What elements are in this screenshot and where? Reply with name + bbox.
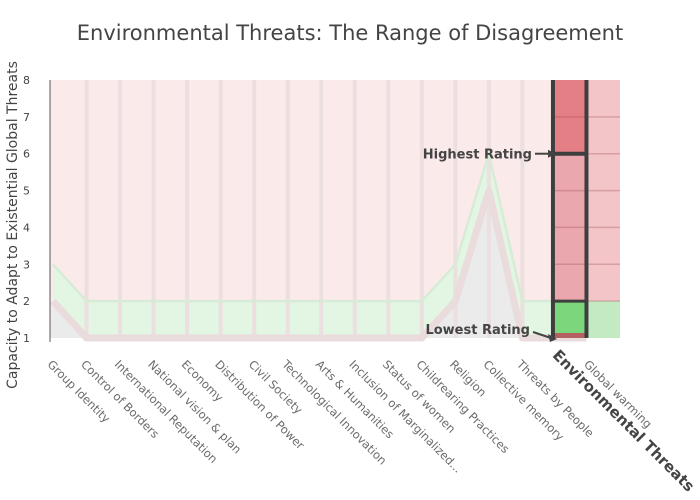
y-tick-label: 5 bbox=[23, 185, 30, 198]
y-axis-label: Capacity to Adapt to Existential Global … bbox=[5, 61, 21, 389]
lowest-rating-arrow bbox=[532, 331, 552, 339]
y-tick-label: 3 bbox=[23, 258, 30, 271]
y-axis: 1 2 3 4 5 6 7 8 bbox=[23, 74, 30, 345]
global-warming-mid bbox=[586, 301, 620, 338]
global-warming-upper bbox=[586, 80, 620, 302]
low-range-band bbox=[50, 190, 620, 338]
highlight-segment-top bbox=[552, 80, 587, 154]
highlight-segment-low bbox=[552, 333, 587, 338]
series-line-mid bbox=[52, 148, 587, 303]
y-tick-label: 7 bbox=[23, 111, 30, 124]
y-tick-label: 6 bbox=[23, 148, 30, 161]
lowest-rating-label: Lowest Rating bbox=[425, 323, 530, 338]
chart-title: Environmental Threats: The Range of Disa… bbox=[77, 21, 623, 45]
annotations: Highest Rating Lowest Rating bbox=[423, 148, 557, 342]
y-tick-label: 2 bbox=[23, 295, 30, 308]
plot-area bbox=[49, 80, 620, 342]
y-tick-label: 8 bbox=[23, 74, 30, 87]
y-tick-label: 4 bbox=[23, 221, 30, 234]
mid-range-band bbox=[53, 153, 620, 338]
high-range-band bbox=[50, 80, 620, 338]
highest-rating-label: Highest Rating bbox=[423, 148, 532, 163]
highlight-segment-upper bbox=[552, 153, 587, 302]
highlight-segment-green bbox=[552, 301, 587, 333]
y-tick-label: 1 bbox=[23, 332, 30, 345]
highest-rating-arrowhead bbox=[548, 149, 556, 158]
lowest-rating-arrowhead bbox=[548, 334, 557, 342]
series-line-low bbox=[50, 187, 587, 342]
